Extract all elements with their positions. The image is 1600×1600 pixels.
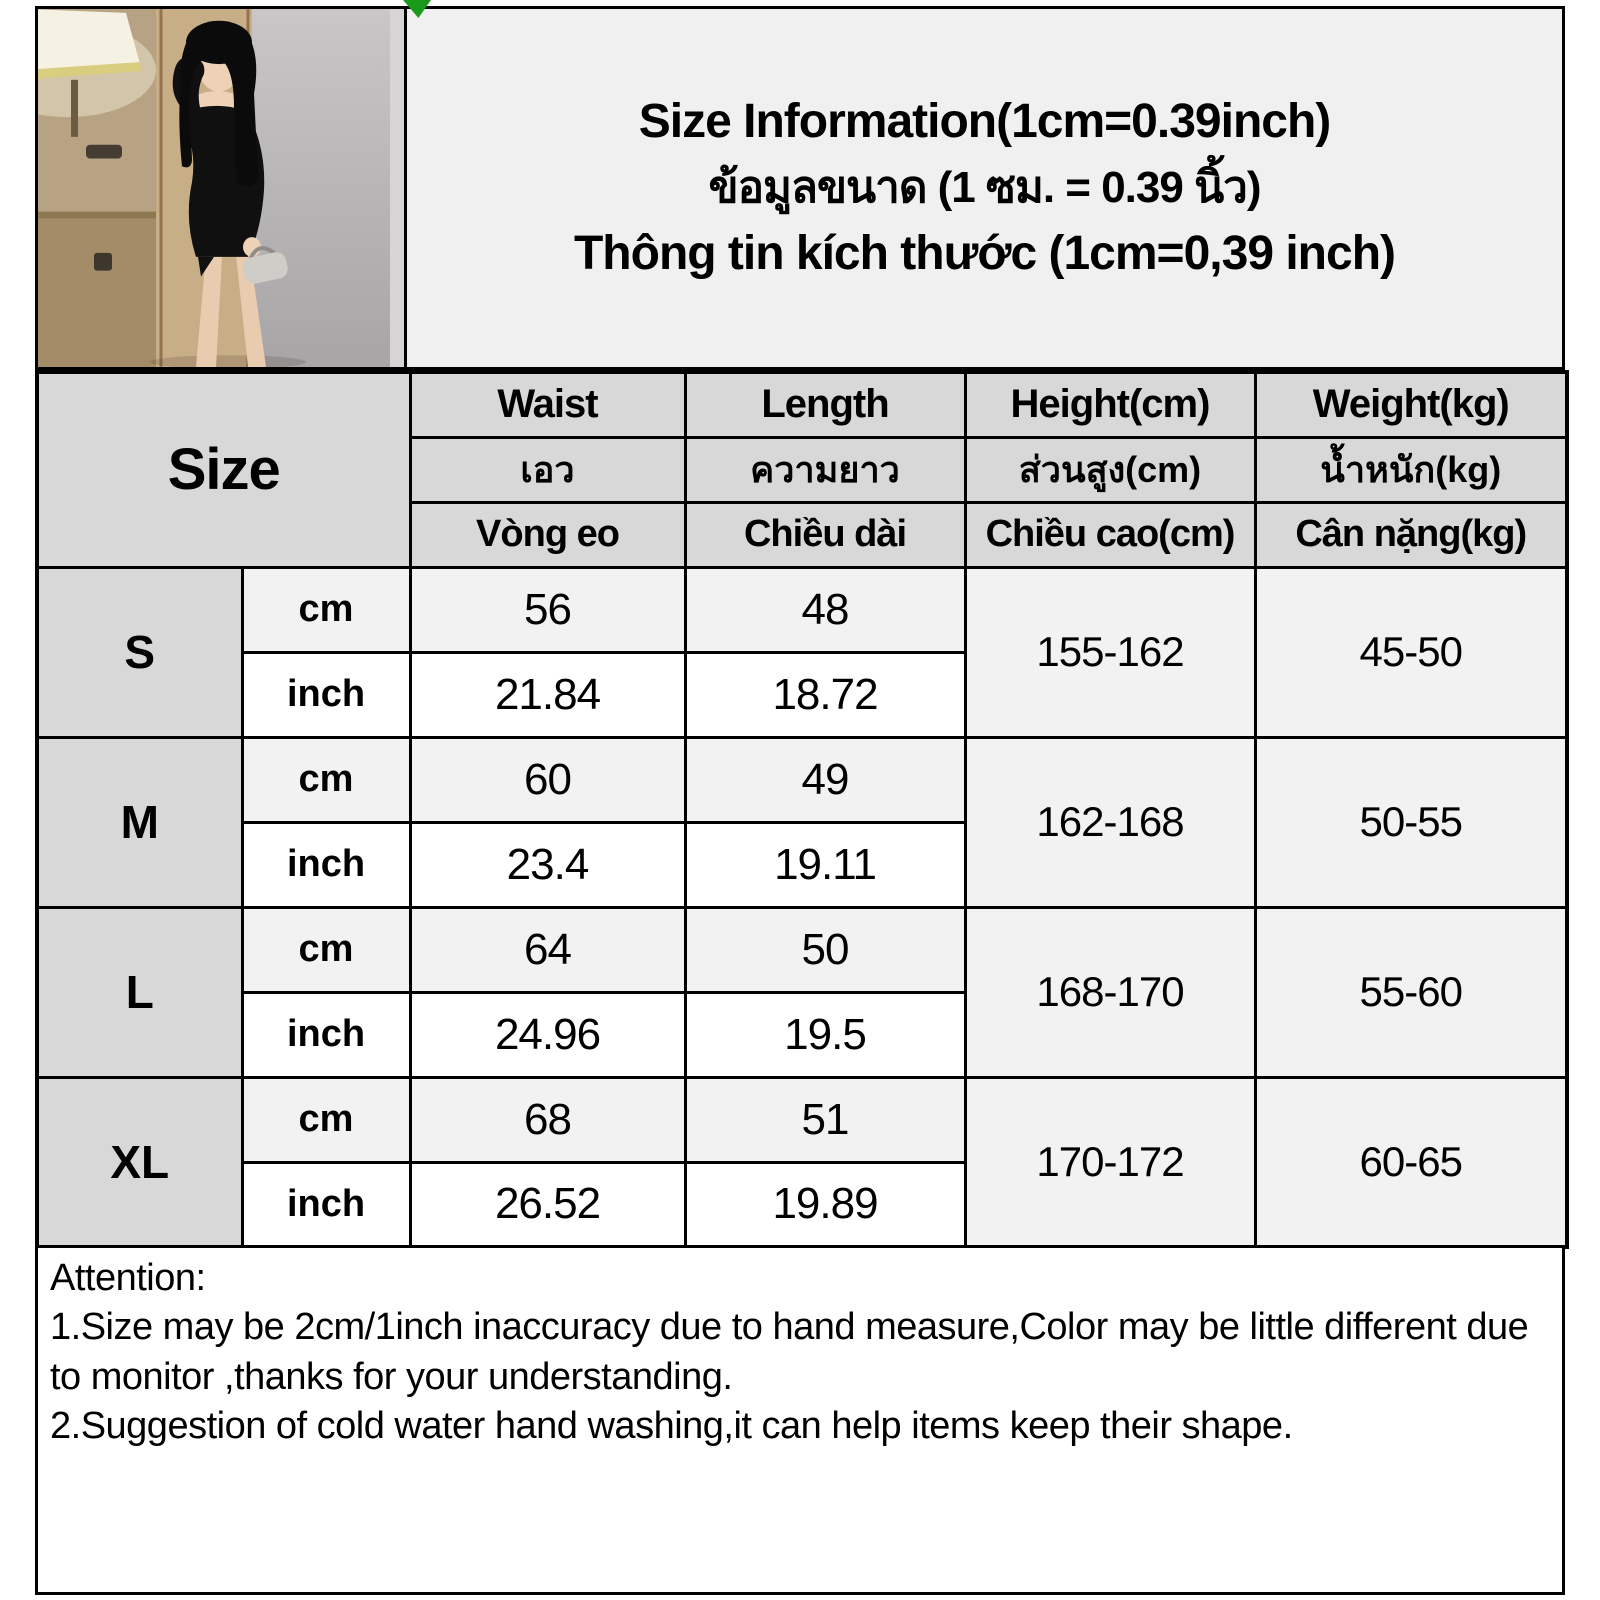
size-label-l: L xyxy=(35,905,244,1079)
attention-note-2: 2.Suggestion of cold water hand washing,… xyxy=(50,1405,1293,1448)
unit-label-cm: cm xyxy=(240,1075,412,1164)
xl-height-range: 170-172 xyxy=(963,1075,1257,1249)
product-photo-illustration xyxy=(38,9,404,367)
unit-label-cm: cm xyxy=(240,565,412,654)
unit-label-cm: cm xyxy=(240,735,412,824)
col-header-height-en: Height(cm) xyxy=(963,370,1257,439)
table-row-xl-inch: inch 26.52 19.89 xyxy=(37,1160,1567,1249)
col-header-weight-th: น้ำหนัก(kg) xyxy=(1253,435,1569,504)
attention-note-1: 1.Size may be 2cm/1inch inaccuracy due t… xyxy=(50,1306,1529,1398)
header-row-english: Size Waist Length Height(cm) Weight(kg) xyxy=(35,370,1569,569)
table-row-l-inch: inch 24.96 19.5 xyxy=(37,990,1567,1079)
unit-label-inch: inch xyxy=(240,820,412,909)
l-waist-cm: 64 xyxy=(408,905,687,994)
size-label-s: S xyxy=(35,565,244,739)
unit-label-inch: inch xyxy=(240,990,412,1079)
s-length-inch: 18.72 xyxy=(683,650,967,739)
xl-waist-inch: 26.52 xyxy=(408,1160,687,1249)
product-photo xyxy=(38,9,404,367)
xl-waist-cm: 68 xyxy=(408,1075,687,1164)
col-header-length-th: ความยาว xyxy=(683,435,967,504)
unit-label-inch: inch xyxy=(240,1160,412,1249)
m-weight-range: 50-55 xyxy=(1253,735,1569,909)
col-header-height-vi: Chiều cao(cm) xyxy=(963,500,1257,569)
unit-label-inch: inch xyxy=(240,650,412,739)
table-row-m-cm: M cm 60 49 162-168 50-55 xyxy=(35,735,1569,909)
table-row-xl-cm: XL cm 68 51 170-172 60-65 xyxy=(35,1075,1569,1249)
s-length-cm: 48 xyxy=(683,565,967,654)
col-header-length-vi: Chiều dài xyxy=(683,500,967,569)
col-header-waist-th: เอว xyxy=(408,435,687,504)
col-header-height-th: ส่วนสูง(cm) xyxy=(963,435,1257,504)
col-header-weight-en: Weight(kg) xyxy=(1253,370,1569,439)
l-length-inch: 19.5 xyxy=(683,990,967,1079)
col-header-waist-en: Waist xyxy=(408,370,687,439)
l-waist-inch: 24.96 xyxy=(408,990,687,1079)
size-label-xl: XL xyxy=(35,1075,244,1249)
xl-length-inch: 19.89 xyxy=(683,1160,967,1249)
m-height-range: 162-168 xyxy=(963,735,1257,909)
l-weight-range: 55-60 xyxy=(1253,905,1569,1079)
s-waist-inch: 21.84 xyxy=(408,650,687,739)
s-height-range: 155-162 xyxy=(963,565,1257,739)
m-waist-inch: 23.4 xyxy=(408,820,687,909)
m-waist-cm: 60 xyxy=(408,735,687,824)
table-row-m-inch: inch 23.4 19.11 xyxy=(37,820,1567,909)
photo-model-hair xyxy=(179,25,258,187)
table-row-s-inch: inch 21.84 18.72 xyxy=(37,650,1567,739)
col-header-waist-vi: Vòng eo xyxy=(408,500,687,569)
unit-label-cm: cm xyxy=(240,905,412,994)
m-length-inch: 19.11 xyxy=(683,820,967,909)
header-row-vietnamese: Vòng eo Chiều dài Chiều cao(cm) Cân nặng… xyxy=(37,500,1569,569)
photo-cabinet-handle xyxy=(86,144,122,159)
l-length-cm: 50 xyxy=(683,905,967,994)
table-row-s-cm: S cm 56 48 155-162 45-50 xyxy=(35,565,1569,739)
col-header-length-en: Length xyxy=(683,370,967,439)
photo-lamp-shade xyxy=(38,9,140,71)
photo-model-leg xyxy=(236,254,266,367)
xl-weight-range: 60-65 xyxy=(1253,1075,1569,1249)
photo-right-wall xyxy=(252,9,404,367)
header-strip: Size Information(1cm=0.39inch) ข้อมูลขนา… xyxy=(35,6,1565,370)
photo-model-leg xyxy=(196,252,222,367)
title-english: Size Information(1cm=0.39inch) xyxy=(638,94,1332,148)
size-label-m: M xyxy=(35,735,244,909)
size-table: Size Waist Length Height(cm) Weight(kg) … xyxy=(35,370,1569,1249)
title-vietnamese: Thông tin kích thước (1cm=0,39 inch) xyxy=(573,227,1396,281)
size-corner-header: Size xyxy=(35,370,412,569)
l-height-range: 168-170 xyxy=(963,905,1257,1079)
xl-length-cm: 51 xyxy=(683,1075,967,1164)
table-row-l-cm: L cm 64 50 168-170 55-60 xyxy=(35,905,1569,1079)
attention-box: Attention: 1.Size may be 2cm/1inch inacc… xyxy=(35,1245,1565,1595)
s-waist-cm: 56 xyxy=(408,565,687,654)
m-length-cm: 49 xyxy=(683,735,967,824)
s-weight-range: 45-50 xyxy=(1253,565,1569,739)
attention-heading: Attention: xyxy=(50,1257,206,1299)
photo-handbag xyxy=(242,246,288,284)
col-header-weight-vi: Cân nặng(kg) xyxy=(1253,500,1569,569)
title-thai: ข้อมูลขนาด (1 ซม. = 0.39 นิ้ว) xyxy=(708,162,1261,212)
title-box: Size Information(1cm=0.39inch) ข้อมูลขนา… xyxy=(404,9,1562,367)
header-row-thai: เอว ความยาว ส่วนสูง(cm) น้ำหนัก(kg) xyxy=(37,435,1569,504)
